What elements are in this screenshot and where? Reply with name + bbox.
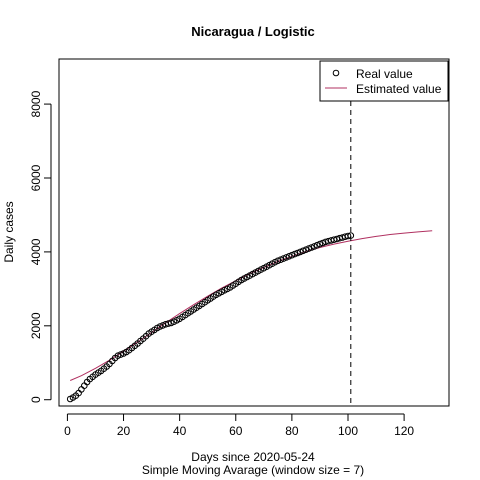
y-tick-label: 4000 (29, 238, 43, 265)
plot-area-border (58, 58, 450, 407)
y-axis: 0 2000 4000 6000 8000 (29, 90, 52, 403)
legend-box (319, 60, 449, 102)
y-tick-label: 6000 (29, 164, 43, 191)
legend: Real value Estimated value (319, 60, 449, 102)
y-axis-label: Daily cases (2, 201, 16, 262)
x-tick-label: 80 (285, 424, 299, 438)
estimated-value-line (70, 230, 433, 381)
x-tick-label: 120 (394, 424, 414, 438)
y-tick-label: 2000 (29, 312, 43, 339)
x-tick-label: 40 (173, 424, 187, 438)
y-tick-label: 8000 (29, 90, 43, 117)
x-tick-label: 60 (229, 424, 243, 438)
estimated-series (70, 230, 433, 381)
real-value-point (274, 257, 282, 265)
chart-subtitle: Simple Moving Avarage (window size = 7) (142, 463, 364, 477)
y-tick-label: 0 (29, 396, 43, 403)
x-axis: 0 20 40 60 80 100 120 (64, 413, 414, 438)
x-tick-label: 0 (64, 424, 71, 438)
legend-real-value: Real value (356, 67, 413, 81)
legend-estimated-value: Estimated value (356, 82, 442, 96)
x-tick-label: 20 (117, 424, 131, 438)
x-tick-label: 100 (338, 424, 358, 438)
chart-title: Nicaragua / Logistic (191, 24, 315, 39)
real-value-point (165, 320, 172, 327)
x-axis-label: Days since 2020-05-24 (191, 450, 315, 464)
legend-point-marker (332, 69, 340, 77)
real-value-series (66, 232, 355, 403)
